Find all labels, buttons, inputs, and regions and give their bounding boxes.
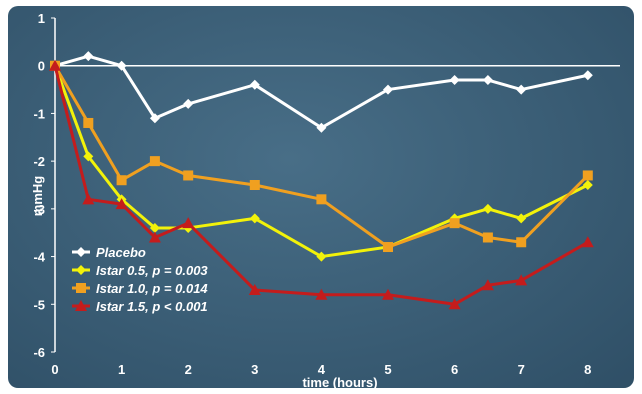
- data-point: [315, 288, 328, 300]
- x-tick-label: 3: [251, 362, 258, 377]
- data-point: [316, 122, 327, 133]
- y-tick-label: -2: [33, 154, 45, 169]
- legend-swatch-marker: [76, 283, 86, 293]
- series-2: [50, 60, 593, 262]
- data-point: [516, 213, 527, 224]
- data-point: [116, 175, 127, 186]
- data-point: [149, 156, 160, 167]
- x-tick-label: 2: [185, 362, 192, 377]
- data-point: [482, 232, 493, 243]
- legend-swatch-marker: [76, 247, 86, 257]
- y-axis-label: mmHg: [30, 176, 45, 217]
- x-axis-label: time (hours): [302, 375, 377, 390]
- y-tick-label: 0: [38, 59, 45, 74]
- legend: Placebo Istar 0.5, p = 0.003 Istar 1.0, p …: [72, 245, 208, 314]
- legend-swatch-marker: [75, 300, 87, 311]
- data-point: [316, 251, 327, 262]
- data-point: [83, 117, 94, 128]
- series-3: [50, 60, 593, 253]
- data-point: [49, 59, 61, 71]
- data-point: [249, 213, 260, 224]
- data-point: [82, 193, 95, 205]
- x-tick-label: 4: [318, 362, 326, 377]
- legend-label: Placebo: [96, 245, 146, 260]
- legend-item: Placebo: [72, 245, 146, 260]
- legend-item: Istar 1.5, p < 0.001: [72, 299, 208, 314]
- x-tick-label: 7: [518, 362, 525, 377]
- y-tick-label: -5: [33, 297, 45, 312]
- data-point: [582, 70, 593, 81]
- data-point: [83, 151, 94, 162]
- x-tick-label: 0: [51, 362, 58, 377]
- legend-swatch-marker: [76, 265, 86, 275]
- data-point: [149, 222, 160, 233]
- data-point: [383, 84, 393, 95]
- series-line: [53, 65, 589, 259]
- y-tick-label: -3: [33, 202, 45, 217]
- data-point: [182, 217, 195, 229]
- y-tick-label: -1: [33, 106, 45, 121]
- data-point: [581, 236, 594, 248]
- series-line: [53, 65, 589, 306]
- x-tick-label: 6: [451, 362, 458, 377]
- data-point: [115, 198, 128, 210]
- x-tick-label: 8: [584, 362, 591, 377]
- series-line: [53, 64, 589, 249]
- x-axis-ticks: 0 1 2 3 4 5 6 7 8: [51, 362, 591, 377]
- data-point: [449, 75, 460, 86]
- data-point: [515, 274, 528, 286]
- legend-label: Istar 1.5, p < 0.001: [96, 299, 208, 314]
- series-group: [49, 51, 594, 310]
- data-point: [516, 84, 527, 95]
- legend-label: Istar 0.5, p = 0.003: [96, 263, 208, 278]
- data-point: [582, 170, 593, 181]
- x-tick-label: 5: [384, 362, 391, 377]
- data-point: [516, 237, 527, 248]
- data-point: [316, 194, 327, 205]
- data-point: [83, 51, 94, 62]
- axes: [54, 18, 620, 352]
- y-tick-label: -4: [33, 250, 45, 265]
- data-point: [149, 113, 160, 124]
- data-point: [249, 79, 260, 90]
- data-point: [183, 98, 194, 109]
- series-1: [50, 51, 593, 133]
- data-point: [481, 279, 494, 291]
- y-tick-label: 1: [38, 11, 45, 26]
- data-point: [148, 231, 161, 243]
- data-point: [382, 288, 394, 300]
- data-point: [249, 180, 260, 190]
- legend-item: Istar 1.0, p = 0.014: [72, 281, 208, 296]
- series-4: [49, 59, 594, 310]
- data-point: [582, 180, 593, 190]
- x-tick-label: 1: [118, 362, 125, 377]
- data-point: [482, 203, 493, 214]
- series-line: [54, 54, 589, 130]
- data-point: [482, 75, 493, 86]
- legend-item: Istar 0.5, p = 0.003: [72, 263, 208, 278]
- data-point: [448, 298, 461, 310]
- y-axis-ticks: 1 0 -1 -2 -3 -4 -5 -6: [33, 11, 55, 360]
- y-tick-label: -6: [33, 345, 45, 360]
- data-point: [449, 218, 460, 229]
- legend-label: Istar 1.0, p = 0.014: [96, 281, 208, 296]
- data-point: [183, 170, 194, 181]
- data-point: [383, 242, 393, 253]
- data-point: [248, 283, 261, 295]
- data-point: [116, 60, 127, 71]
